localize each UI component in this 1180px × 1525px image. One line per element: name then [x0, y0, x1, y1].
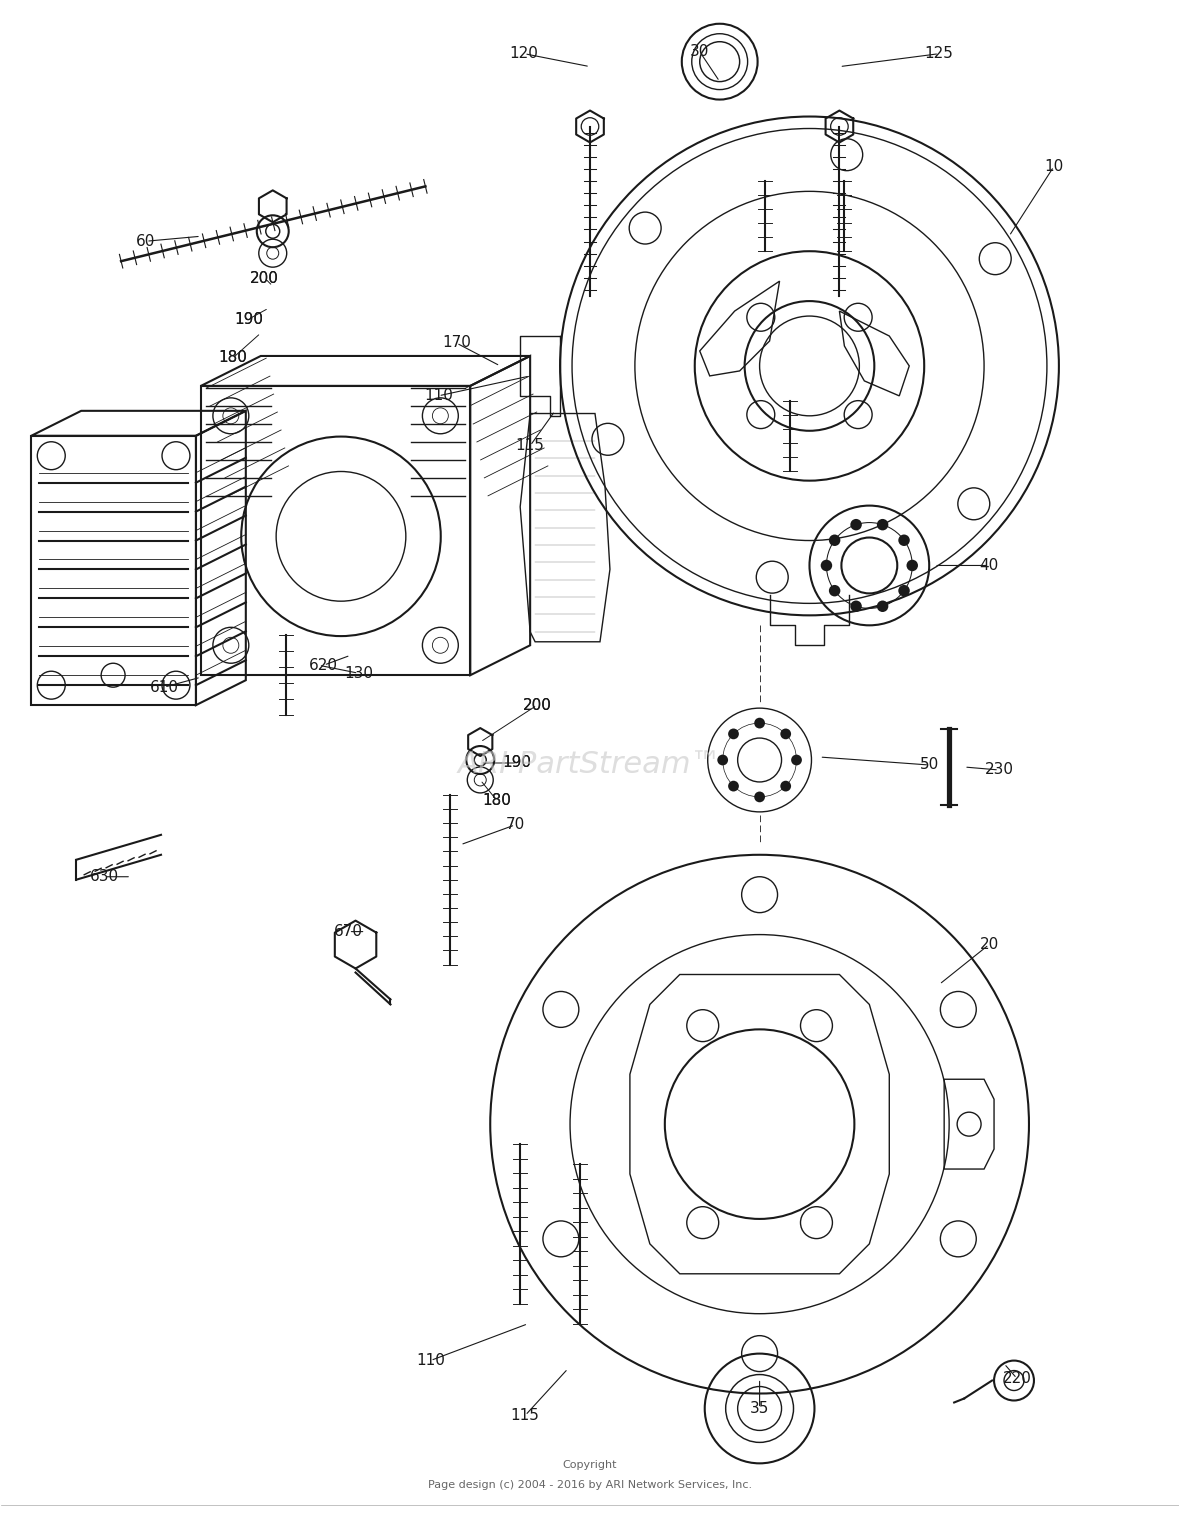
Text: 40: 40	[979, 558, 998, 573]
Circle shape	[851, 601, 861, 612]
Text: 115: 115	[516, 438, 545, 453]
Circle shape	[780, 729, 791, 740]
Text: 620: 620	[309, 657, 339, 673]
Text: 190: 190	[503, 755, 532, 770]
Text: 110: 110	[415, 1353, 445, 1368]
Circle shape	[728, 781, 739, 791]
Text: 190: 190	[235, 311, 263, 326]
Circle shape	[717, 755, 728, 766]
Text: 70: 70	[505, 817, 525, 833]
Text: 190: 190	[503, 755, 532, 770]
Text: 20: 20	[979, 936, 998, 952]
Text: 200: 200	[523, 697, 551, 712]
Text: 125: 125	[925, 46, 953, 61]
Text: 120: 120	[510, 46, 538, 61]
Text: 220: 220	[1003, 1371, 1031, 1386]
Circle shape	[754, 718, 765, 729]
Circle shape	[877, 601, 889, 612]
Text: 670: 670	[334, 924, 363, 939]
Text: 50: 50	[919, 758, 939, 773]
Text: 200: 200	[250, 270, 280, 285]
Text: 10: 10	[1044, 159, 1063, 174]
Circle shape	[828, 534, 840, 546]
Circle shape	[898, 534, 910, 546]
Text: Page design (c) 2004 - 2016 by ARI Network Services, Inc.: Page design (c) 2004 - 2016 by ARI Netwo…	[428, 1481, 752, 1490]
Text: 60: 60	[137, 233, 156, 249]
Text: 200: 200	[523, 697, 551, 712]
Circle shape	[906, 560, 918, 572]
Circle shape	[851, 518, 861, 531]
Text: 30: 30	[690, 44, 709, 59]
Circle shape	[780, 781, 791, 791]
Text: 200: 200	[250, 270, 280, 285]
Text: 630: 630	[90, 869, 119, 884]
Text: 115: 115	[511, 1408, 539, 1423]
Text: 190: 190	[235, 311, 263, 326]
Text: ARI PartStream™: ARI PartStream™	[458, 750, 722, 779]
Circle shape	[728, 729, 739, 740]
Text: 110: 110	[424, 389, 453, 404]
Circle shape	[898, 586, 910, 596]
Circle shape	[791, 755, 802, 766]
Text: 130: 130	[345, 666, 373, 680]
Text: 170: 170	[441, 336, 471, 351]
Text: 35: 35	[750, 1401, 769, 1417]
Circle shape	[754, 791, 765, 802]
Circle shape	[821, 560, 832, 572]
Text: 230: 230	[984, 762, 1014, 778]
Text: 180: 180	[218, 351, 248, 366]
Circle shape	[877, 518, 889, 531]
Text: 180: 180	[483, 793, 512, 808]
Circle shape	[828, 586, 840, 596]
Text: 180: 180	[218, 351, 248, 366]
Text: Copyright: Copyright	[563, 1461, 617, 1470]
Text: 610: 610	[150, 680, 178, 695]
Text: 180: 180	[483, 793, 512, 808]
